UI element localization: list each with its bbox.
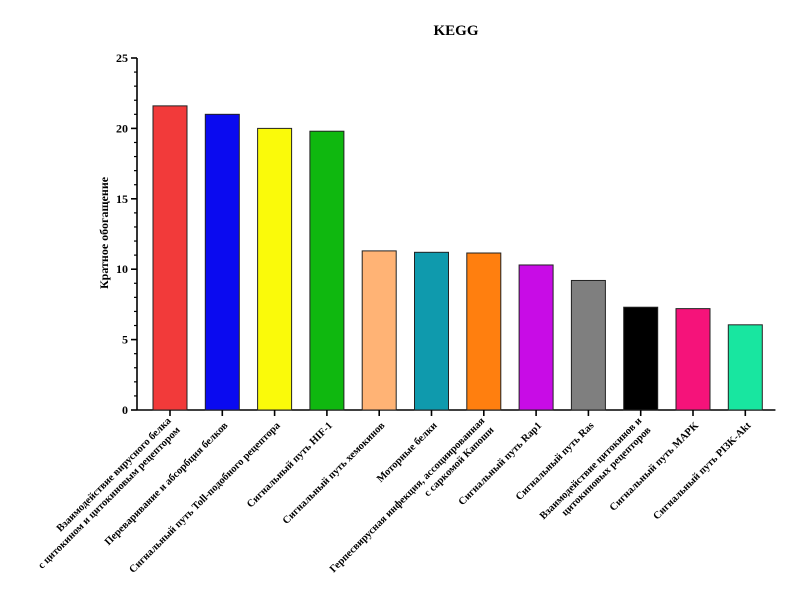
y-tick-label: 5 [122, 333, 128, 347]
bar [309, 130, 345, 411]
bar [414, 251, 449, 411]
y-tick-label: 0 [122, 403, 128, 417]
bar [623, 306, 659, 411]
x-tick-label-line: Сигнальный путь хемокинов [281, 420, 388, 527]
y-tick-label: 25 [116, 51, 128, 65]
bar [466, 252, 502, 411]
chart-title: KEGG [433, 23, 478, 39]
x-tick-label: Взаимодействие цитокинов ицитокиновых ре… [538, 416, 654, 532]
x-tick-label: Сигнальный путь HIF-1 [245, 420, 335, 510]
x-tick-label: Сигнальный путь хемокинов [281, 420, 388, 527]
bar [727, 324, 763, 411]
bar [675, 308, 711, 411]
y-tick-label: 10 [116, 262, 128, 276]
bar [152, 105, 188, 411]
y-tick-label: 15 [116, 192, 128, 206]
bar [257, 127, 293, 411]
x-tick-label-line: Сигнальный путь PI3K-Akt [651, 420, 753, 522]
plot-area: 0 5 10 15 20 25 Взаимодействие вирусного белка… [36, 51, 776, 576]
x-tick-label-line: Сигнальный путь HIF-1 [245, 420, 335, 510]
x-tick-label-line: Взаимодействие вирусного белка [55, 415, 174, 534]
x-tick-label: Сигнальный путь PI3K-Akt [651, 420, 753, 522]
bar [204, 113, 240, 411]
y-tick-label: 20 [116, 121, 128, 135]
y-axis-label: Кратное обогащение [97, 176, 111, 289]
bar [570, 279, 606, 411]
bar [518, 264, 554, 411]
bar [361, 250, 397, 411]
